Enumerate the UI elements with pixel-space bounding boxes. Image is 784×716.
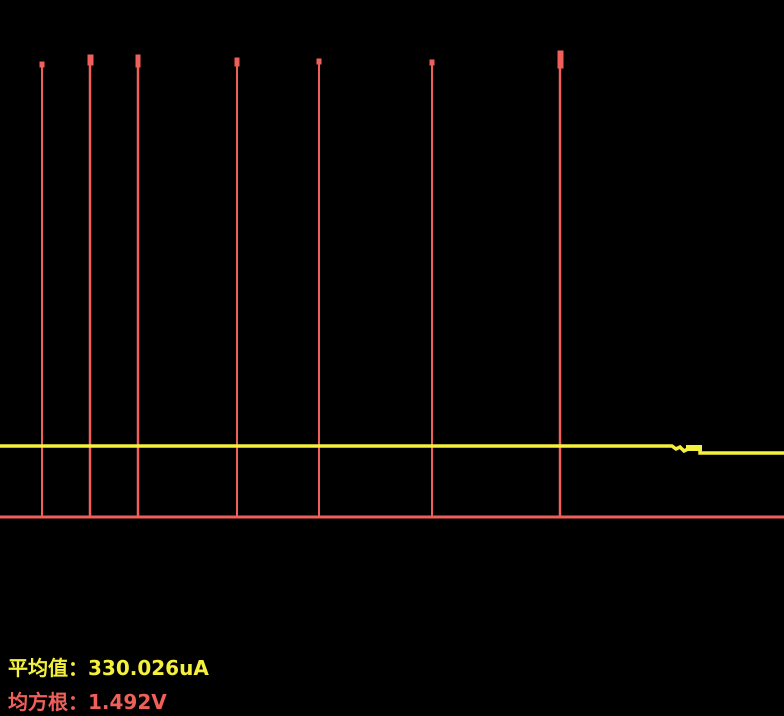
spike-tip <box>87 54 94 66</box>
trace-step <box>686 445 702 451</box>
spike-tip <box>234 57 240 67</box>
spike-tip <box>135 54 141 68</box>
rms-readout: 均方根：1.492V <box>8 690 167 714</box>
voltage-line <box>0 444 784 455</box>
spike-tip <box>316 58 322 65</box>
spike-tip <box>429 59 435 66</box>
voltage-trace <box>0 444 784 455</box>
spike-tip <box>39 61 45 68</box>
average-readout: 平均值：330.026uA <box>8 656 209 680</box>
current-trace <box>0 50 784 519</box>
spike-tip <box>557 50 564 69</box>
